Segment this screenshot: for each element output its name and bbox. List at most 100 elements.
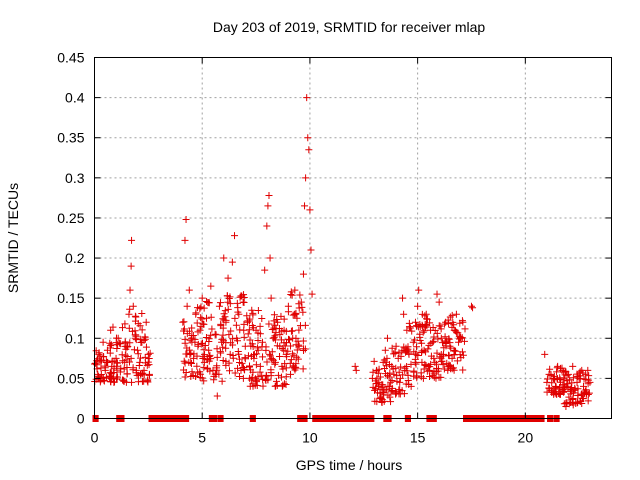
- data-point: [401, 366, 409, 374]
- data-point: [371, 397, 379, 405]
- data-point: [440, 344, 448, 352]
- data-point: [267, 294, 275, 302]
- data-point: [247, 376, 255, 384]
- data-point: [288, 291, 296, 299]
- data-point: [445, 335, 453, 343]
- x-tick-label: 5: [198, 430, 206, 446]
- data-point: [292, 309, 300, 317]
- data-point: [453, 357, 461, 365]
- data-point: [566, 385, 574, 393]
- data-point: [180, 318, 188, 326]
- data-point: [227, 327, 235, 335]
- data-point: [252, 361, 260, 369]
- data-point: [129, 364, 137, 372]
- data-point: [207, 331, 215, 339]
- data-point: [221, 307, 229, 315]
- data-point: [213, 364, 221, 372]
- data-point: [550, 390, 558, 398]
- data-point: [108, 362, 116, 370]
- data-point: [543, 388, 551, 396]
- data-point: [373, 366, 381, 374]
- data-point: [240, 333, 248, 341]
- data-point: [183, 302, 191, 310]
- data-point: [241, 355, 249, 363]
- data-point: [258, 315, 266, 323]
- data-point: [200, 346, 208, 354]
- data-point: [201, 341, 209, 349]
- data-point: [564, 370, 572, 378]
- data-point: [433, 290, 441, 298]
- data-point: [273, 381, 281, 389]
- data-point: [103, 346, 111, 354]
- data-point: [236, 355, 243, 363]
- data-point: [287, 356, 295, 364]
- data-point: [435, 322, 443, 330]
- data-point: [416, 330, 424, 338]
- data-point: [571, 386, 579, 394]
- data-point: [258, 372, 266, 380]
- data-point: [585, 372, 593, 380]
- data-point: [259, 382, 267, 390]
- data-point: [268, 355, 276, 363]
- data-point: [418, 358, 426, 366]
- data-point: [422, 310, 430, 318]
- data-point: [376, 373, 384, 381]
- data-point: [388, 362, 396, 370]
- data-point: [426, 319, 434, 327]
- data-point: [144, 350, 152, 358]
- data-point: [435, 298, 443, 306]
- data-point: [264, 376, 272, 384]
- data-point: [97, 356, 105, 364]
- data-point: [291, 286, 299, 294]
- data-point: [187, 334, 195, 342]
- data-point: [395, 349, 403, 357]
- data-point: [241, 342, 249, 350]
- data-point: [461, 325, 469, 333]
- data-point: [236, 372, 244, 380]
- data-point: [457, 334, 465, 342]
- data-point: [301, 202, 309, 210]
- data-point: [234, 347, 242, 355]
- data-point: [294, 355, 302, 363]
- data-point: [386, 369, 394, 377]
- data-point: [423, 315, 431, 323]
- data-point: [200, 363, 208, 371]
- data-point: [299, 270, 307, 278]
- data-point: [382, 386, 390, 394]
- data-point: [420, 327, 428, 335]
- y-tick-label: 0: [77, 411, 85, 427]
- data-point: [223, 292, 231, 300]
- data-point: [394, 354, 402, 362]
- data-point: [225, 331, 233, 339]
- data-points: [91, 94, 594, 410]
- data-point: [216, 299, 224, 307]
- data-point: [426, 372, 434, 380]
- data-point: [265, 191, 273, 199]
- data-point: [194, 342, 202, 350]
- data-point: [381, 365, 389, 373]
- data-point: [293, 346, 301, 354]
- y-tick-label: 0.3: [65, 170, 85, 186]
- data-point: [254, 306, 262, 314]
- data-point: [217, 349, 225, 357]
- y-axis-label: SRMTID / TECUs: [5, 183, 21, 293]
- data-point: [295, 342, 303, 350]
- data-point: [450, 351, 458, 359]
- data-point: [138, 338, 146, 346]
- data-point: [130, 346, 138, 354]
- data-point: [116, 339, 124, 347]
- data-point: [113, 345, 121, 353]
- data-point: [432, 374, 440, 382]
- data-point: [574, 385, 582, 393]
- data-point: [456, 335, 463, 343]
- data-point: [407, 382, 415, 390]
- data-point: [574, 391, 582, 399]
- data-point: [197, 303, 205, 311]
- data-point: [433, 349, 441, 357]
- y-tick-label: 0.15: [57, 290, 84, 306]
- data-point: [584, 366, 592, 374]
- data-point: [222, 318, 230, 326]
- data-point: [208, 325, 216, 333]
- data-point: [467, 302, 475, 310]
- data-point: [435, 373, 443, 381]
